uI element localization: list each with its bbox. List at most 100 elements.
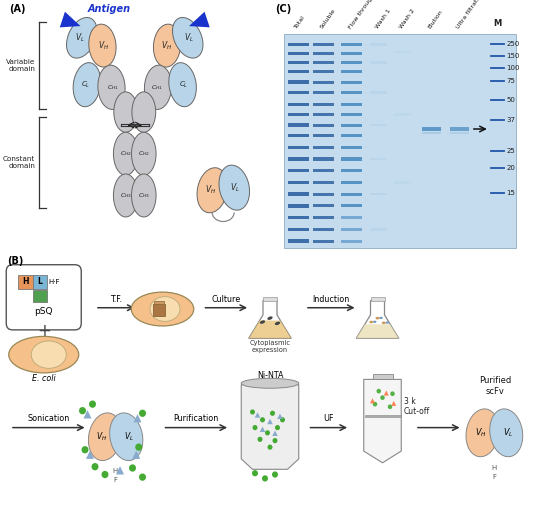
Polygon shape <box>116 466 124 475</box>
Circle shape <box>275 425 280 430</box>
Polygon shape <box>60 12 80 28</box>
Text: $V_L$: $V_L$ <box>230 181 240 194</box>
Circle shape <box>373 402 377 406</box>
Text: F: F <box>113 477 117 483</box>
Circle shape <box>252 425 257 430</box>
Bar <box>313 103 334 106</box>
Ellipse shape <box>89 24 116 67</box>
Bar <box>394 113 411 116</box>
Text: +: + <box>37 322 51 340</box>
Bar <box>313 134 334 137</box>
Bar <box>313 169 334 172</box>
Circle shape <box>252 470 258 476</box>
Bar <box>313 193 334 196</box>
Polygon shape <box>86 451 94 459</box>
Text: H: H <box>492 465 497 471</box>
Text: $C_{H1}$: $C_{H1}$ <box>151 83 163 92</box>
Bar <box>284 34 516 248</box>
Circle shape <box>91 463 98 470</box>
Text: $V_L$: $V_L$ <box>75 32 85 44</box>
Ellipse shape <box>89 413 122 460</box>
Ellipse shape <box>67 17 97 58</box>
Bar <box>422 132 441 134</box>
Ellipse shape <box>466 409 499 457</box>
Text: 25: 25 <box>507 148 515 154</box>
Polygon shape <box>132 451 140 459</box>
Bar <box>288 169 309 172</box>
Text: 150: 150 <box>507 53 520 59</box>
Polygon shape <box>391 401 396 406</box>
Bar <box>341 113 362 116</box>
Circle shape <box>270 411 275 416</box>
Text: 100: 100 <box>507 65 520 71</box>
Bar <box>450 132 469 134</box>
Text: $V_H$: $V_H$ <box>98 39 109 52</box>
Circle shape <box>135 444 142 451</box>
Circle shape <box>265 430 270 435</box>
Ellipse shape <box>219 165 250 210</box>
Polygon shape <box>370 398 375 403</box>
Bar <box>288 123 309 127</box>
Bar <box>341 61 362 64</box>
Bar <box>341 240 362 243</box>
Text: $C_{H2}$: $C_{H2}$ <box>138 149 150 158</box>
Bar <box>341 81 362 84</box>
Bar <box>313 181 334 184</box>
Bar <box>341 103 362 106</box>
Text: (A): (A) <box>9 4 26 14</box>
Bar <box>341 169 362 172</box>
Ellipse shape <box>132 92 156 132</box>
Polygon shape <box>241 385 299 469</box>
Ellipse shape <box>131 132 156 175</box>
Ellipse shape <box>169 63 196 107</box>
Ellipse shape <box>379 317 383 319</box>
Ellipse shape <box>150 297 180 321</box>
Polygon shape <box>356 324 399 338</box>
Polygon shape <box>260 427 265 432</box>
Text: $V_L$: $V_L$ <box>124 430 134 443</box>
Polygon shape <box>189 12 210 28</box>
Polygon shape <box>277 413 283 419</box>
Bar <box>394 51 411 54</box>
Bar <box>313 91 334 94</box>
Bar <box>288 146 309 149</box>
Text: 37: 37 <box>507 117 515 123</box>
Text: $C_L$: $C_L$ <box>179 80 188 90</box>
Bar <box>152 304 165 315</box>
Text: T.F.: T.F. <box>110 295 122 305</box>
Circle shape <box>388 404 392 409</box>
Bar <box>372 374 393 379</box>
Circle shape <box>390 391 395 396</box>
Ellipse shape <box>369 321 373 323</box>
Text: $C_{H1}$: $C_{H1}$ <box>107 83 119 92</box>
Text: $V_H$: $V_H$ <box>475 427 486 439</box>
Bar <box>371 158 387 160</box>
Text: Total: Total <box>294 15 307 30</box>
Ellipse shape <box>98 65 125 109</box>
Text: Constant
domain: Constant domain <box>3 156 35 169</box>
Text: $V_H$: $V_H$ <box>161 39 172 52</box>
FancyBboxPatch shape <box>18 275 33 289</box>
Bar <box>313 228 334 231</box>
Bar <box>341 228 362 231</box>
Bar <box>450 127 469 131</box>
Circle shape <box>267 445 272 450</box>
Bar <box>288 239 309 243</box>
Ellipse shape <box>9 336 79 373</box>
Bar <box>313 146 334 149</box>
Ellipse shape <box>114 92 138 132</box>
Ellipse shape <box>145 65 172 109</box>
Bar <box>371 43 387 45</box>
Polygon shape <box>134 414 141 423</box>
Ellipse shape <box>260 320 265 324</box>
Bar <box>288 113 309 117</box>
Text: Elution: Elution <box>427 9 444 30</box>
Bar <box>154 300 164 304</box>
Bar <box>341 134 362 137</box>
Text: $V_L$: $V_L$ <box>184 32 194 44</box>
Bar <box>341 193 362 196</box>
Text: 250: 250 <box>507 41 520 48</box>
Text: Antigen: Antigen <box>87 4 130 14</box>
Text: Purification: Purification <box>174 414 219 423</box>
Circle shape <box>262 475 268 481</box>
